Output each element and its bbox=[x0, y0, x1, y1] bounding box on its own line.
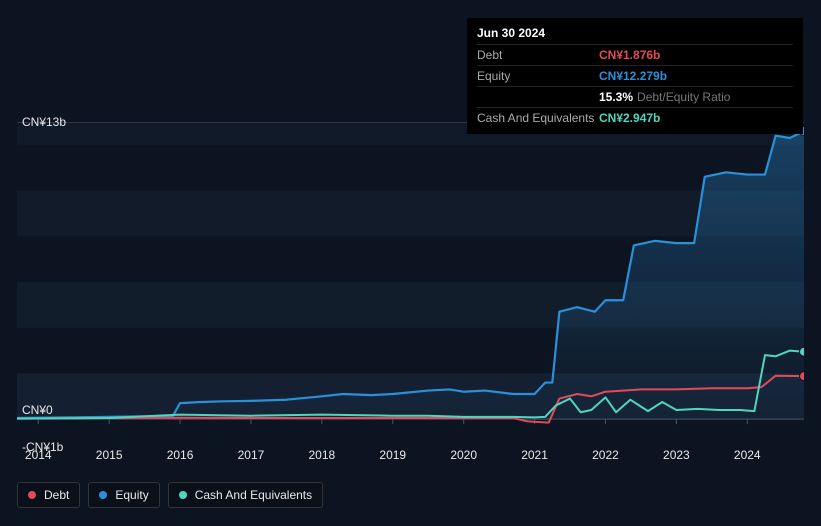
chart-area bbox=[17, 122, 804, 442]
tooltip-row: EquityCN¥12.279b bbox=[477, 65, 793, 86]
legend-item-debt[interactable]: Debt bbox=[17, 482, 80, 508]
legend-swatch bbox=[99, 491, 107, 499]
y-axis-label: -CN¥1b bbox=[22, 440, 63, 454]
tooltip-value: CN¥2.947b bbox=[599, 111, 660, 125]
tooltip-label: Cash And Equivalents bbox=[477, 111, 599, 125]
tooltip-extra: Debt/Equity Ratio bbox=[637, 90, 730, 104]
end-marker bbox=[800, 372, 805, 381]
legend: Debt Equity Cash And Equivalents bbox=[17, 482, 323, 508]
legend-swatch bbox=[28, 491, 36, 499]
x-axis-label: 2016 bbox=[167, 448, 194, 462]
y-axis-label: CN¥0 bbox=[22, 403, 53, 417]
x-axis-label: 2023 bbox=[663, 448, 690, 462]
chart-svg bbox=[17, 122, 804, 442]
tooltip-value: CN¥1.876b bbox=[599, 48, 660, 62]
x-axis-labels: 2014201520162017201820192020202120222023… bbox=[17, 448, 804, 468]
legend-label: Cash And Equivalents bbox=[195, 488, 312, 502]
tooltip-label: Equity bbox=[477, 69, 599, 83]
tooltip-row: Cash And EquivalentsCN¥2.947b bbox=[477, 107, 793, 128]
tooltip-row: DebtCN¥1.876b bbox=[477, 44, 793, 65]
legend-item-equity[interactable]: Equity bbox=[88, 482, 159, 508]
tooltip-row: 15.3% Debt/Equity Ratio bbox=[477, 86, 793, 107]
legend-swatch bbox=[179, 491, 187, 499]
legend-item-cash-and-equivalents[interactable]: Cash And Equivalents bbox=[168, 482, 323, 508]
x-axis-label: 2024 bbox=[734, 448, 761, 462]
tooltip-value: 15.3% bbox=[599, 90, 633, 104]
x-axis-label: 2015 bbox=[96, 448, 123, 462]
tooltip-label: Debt bbox=[477, 48, 599, 62]
tooltip-label bbox=[477, 90, 599, 104]
y-axis-label: CN¥13b bbox=[22, 115, 66, 129]
end-marker bbox=[800, 347, 805, 356]
x-axis-label: 2022 bbox=[592, 448, 619, 462]
x-axis-label: 2018 bbox=[309, 448, 336, 462]
x-axis-label: 2020 bbox=[450, 448, 477, 462]
x-axis-label: 2019 bbox=[379, 448, 406, 462]
legend-label: Debt bbox=[44, 488, 69, 502]
tooltip-value: CN¥12.279b bbox=[599, 69, 667, 83]
x-axis-label: 2021 bbox=[521, 448, 548, 462]
tooltip-date: Jun 30 2024 bbox=[477, 24, 793, 44]
chart-tooltip: Jun 30 2024DebtCN¥1.876bEquityCN¥12.279b… bbox=[467, 18, 803, 134]
x-axis-label: 2017 bbox=[238, 448, 265, 462]
legend-label: Equity bbox=[115, 488, 148, 502]
